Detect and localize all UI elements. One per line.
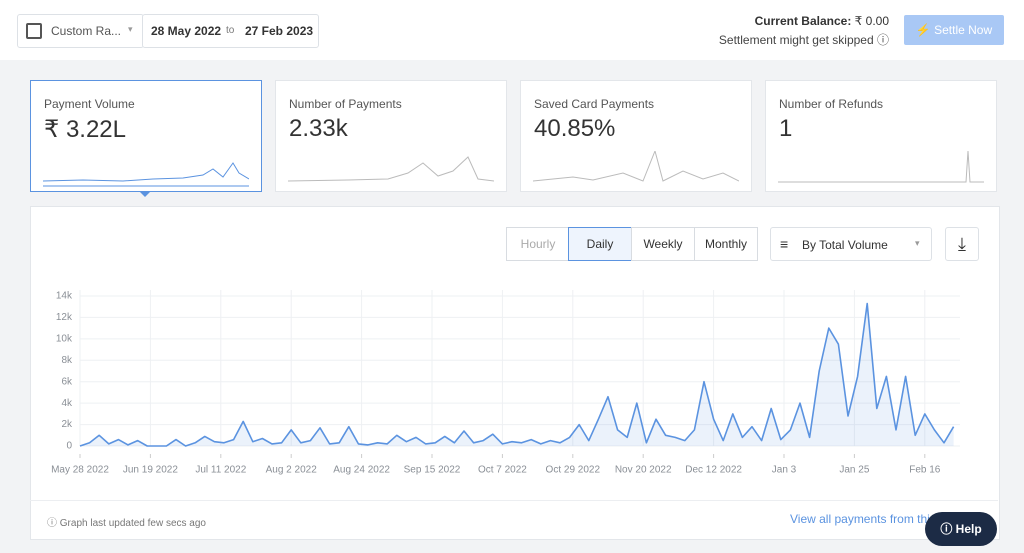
range-label: Custom Ra... (51, 24, 122, 38)
card-label: Saved Card Payments (534, 97, 655, 111)
chart-panel (30, 206, 1000, 540)
footer-note: ⓘ Graph last updated few secs ago (47, 518, 206, 529)
x-tick-label: Aug 2 2022 (266, 465, 318, 476)
tab[interactable]: Weekly (631, 227, 695, 261)
y-tick-label: 6k (61, 376, 73, 387)
x-tick-label: Oct 29 2022 (546, 465, 601, 476)
card-label: Payment Volume (44, 97, 135, 111)
x-tick-label: Aug 24 2022 (333, 465, 390, 476)
x-tick-label: Feb 16 (909, 465, 941, 476)
y-tick-label: 14k (56, 291, 73, 302)
y-tick-label: 2k (61, 419, 73, 430)
card-label: Number of Refunds (779, 97, 884, 111)
date-range[interactable]: 28 May 2022 to 27 Feb 2023 (142, 14, 319, 48)
tab[interactable]: Daily (568, 227, 632, 261)
x-tick-label: Jan 3 (772, 465, 797, 476)
balance: Current Balance: ₹ 0.00 Settlement might… (718, 14, 889, 47)
view-all-link[interactable]: View all payments from this (790, 512, 936, 526)
date-to: 27 Feb 2023 (245, 24, 314, 38)
x-tick-label: Jan 25 (839, 465, 869, 476)
settle-label: Settle Now (934, 23, 993, 37)
x-tick-label: Nov 20 2022 (615, 465, 672, 476)
card[interactable]: Payment Volume ₹ 3.22L (30, 80, 262, 192)
sparkline (43, 162, 249, 187)
sort-select[interactable]: ≡ By Total Volume ▾ (770, 227, 932, 261)
tab[interactable]: Hourly (506, 227, 570, 261)
card-value: 2.33k (289, 115, 348, 142)
tab[interactable]: Monthly (694, 227, 758, 261)
card-value: 1 (779, 115, 793, 142)
sparkline (533, 151, 739, 182)
x-tick-label: Jun 19 2022 (123, 465, 178, 476)
sort-label: By Total Volume (802, 238, 888, 252)
balance-amount: ₹ 0.00 (854, 14, 889, 28)
card-value: ₹ 3.22L (44, 116, 126, 143)
card[interactable]: Saved Card Payments 40.85% (520, 80, 752, 192)
range-select[interactable]: Custom Ra... ▾ (17, 14, 144, 48)
x-tick-label: May 28 2022 (51, 465, 109, 476)
sparkline (288, 156, 494, 182)
card-label: Number of Payments (289, 97, 402, 111)
card-pointer (139, 191, 151, 203)
sparkline (778, 151, 984, 183)
balance-label: Current Balance: (754, 14, 852, 28)
date-sep: to (226, 25, 235, 36)
y-tick-label: 0 (66, 441, 72, 452)
help-button[interactable]: ⓘ Help (925, 512, 997, 546)
card[interactable]: Number of Refunds 1 (765, 80, 997, 192)
help-label: Help (955, 522, 982, 536)
download-button[interactable]: ⤓ (945, 227, 979, 261)
balance-note: Settlement might get skipped (718, 33, 874, 47)
settle-button[interactable]: ⚡ Settle Now (904, 15, 1004, 45)
divider (30, 500, 998, 501)
card[interactable]: Number of Payments 2.33k (275, 80, 507, 192)
x-tick-label: Oct 7 2022 (478, 465, 527, 476)
y-tick-label: 12k (56, 312, 73, 323)
y-tick-label: 10k (56, 333, 73, 344)
y-tick-label: 8k (61, 355, 73, 366)
y-tick-label: 4k (61, 398, 73, 409)
x-tick-label: Dec 12 2022 (685, 465, 742, 476)
date-from: 28 May 2022 (151, 24, 222, 38)
line (79, 302, 955, 447)
area (80, 303, 954, 446)
card-value: 40.85% (534, 115, 616, 142)
x-tick-label: Sep 15 2022 (404, 465, 461, 476)
x-tick-label: Jul 11 2022 (195, 465, 246, 476)
footer-note-text: Graph last updated few secs ago (59, 518, 206, 529)
